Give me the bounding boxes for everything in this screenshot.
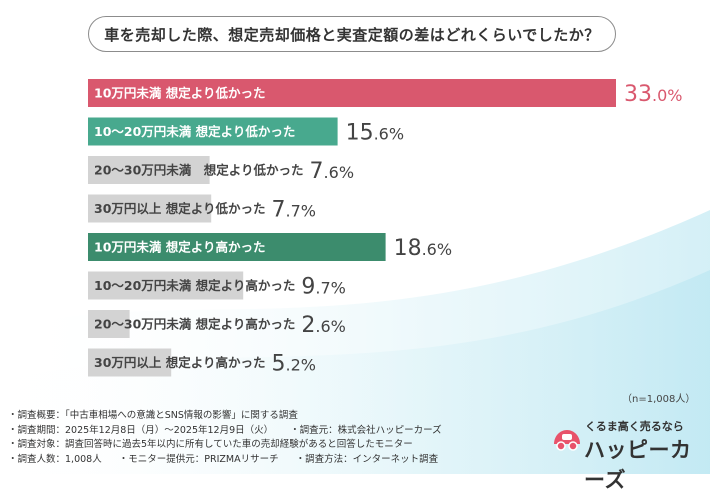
footer-provider: ・モニター提供元：PRIZMAリサーチ xyxy=(118,453,279,465)
bar-5 xyxy=(88,233,386,261)
value-label-1: 33.0% xyxy=(624,82,682,107)
value-label-7: 2.6% xyxy=(301,313,345,338)
footer-period: ・調査期間：2025年12月8日（月）～2025年12月9日（火） xyxy=(8,424,274,436)
bar-8 xyxy=(88,348,172,377)
category-label-3: 20～30万円未満 想定より低かった xyxy=(94,163,304,178)
value-label-8: 5.2% xyxy=(272,352,316,377)
bar-1 xyxy=(88,79,616,107)
bar-6 xyxy=(88,271,244,300)
footer-method: ・調査方法：インターネット調査 xyxy=(295,453,439,465)
category-label-7: 20～30万円未満 想定より高かった xyxy=(94,317,295,332)
logo-name: ハッピーカーズ xyxy=(584,438,692,492)
bar-7 xyxy=(88,310,130,338)
car-logo-icon xyxy=(554,430,580,451)
survey-footer: ・調査概要：「中古車相場への意識とSNS情報の影響」に関する調査 ・調査期間：2… xyxy=(8,409,568,467)
category-label-5: 10万円未満 想定より高かった xyxy=(94,240,266,255)
bar-2 xyxy=(88,117,338,146)
bar-4 xyxy=(88,194,212,223)
category-label-4: 30万円以上 想定より低かった xyxy=(94,201,266,216)
value-label-2: 15.6% xyxy=(346,121,404,146)
footer-line-1: ・調査概要：「中古車相場への意識とSNS情報の影響」に関する調査 xyxy=(8,410,298,421)
category-label-2: 10～20万円未満 想定より低かった xyxy=(94,124,295,139)
value-label-6: 9.7% xyxy=(301,275,345,300)
footer-line-2: ・調査期間：2025年12月8日（月）～2025年12月9日（火） ・調査元：株… xyxy=(8,424,568,439)
footer-source: ・調査元：株式会社ハッピーカーズ xyxy=(290,424,442,436)
logo-tagline: くるま高く売るなら xyxy=(585,420,684,433)
category-label-8: 30万円以上 想定より高かった xyxy=(94,355,266,370)
category-label-6: 10～20万円未満 想定より高かった xyxy=(94,278,295,293)
bar-chart: 10万円未満 想定より低かった 33.0% 10～20万円未満 想定より低かった 15… xyxy=(88,79,682,377)
footer-line-4: ・調査人数：1,008人 ・モニター提供元：PRIZMAリサーチ ・調査方法：イ… xyxy=(8,453,568,468)
footer-line-3: ・調査対象：調査回答時に過去5年以内に所有していた車の売却経験があると回答したモ… xyxy=(8,439,413,450)
value-label-5: 18.6% xyxy=(394,236,452,261)
value-label-3: 7.6% xyxy=(310,159,354,184)
value-label-4: 7.7% xyxy=(272,198,316,223)
page-title: 車を売却した際、想定売却価格と実査定額の差はどれくらいでしたか？ xyxy=(88,16,616,52)
background-wave xyxy=(0,210,710,474)
footer-count: ・調査人数：1,008人 xyxy=(8,453,102,465)
bar-3 xyxy=(88,156,210,184)
sample-size: （n=1,008人） xyxy=(622,394,696,405)
category-label-1: 10万円未満 想定より低かった xyxy=(94,86,266,101)
